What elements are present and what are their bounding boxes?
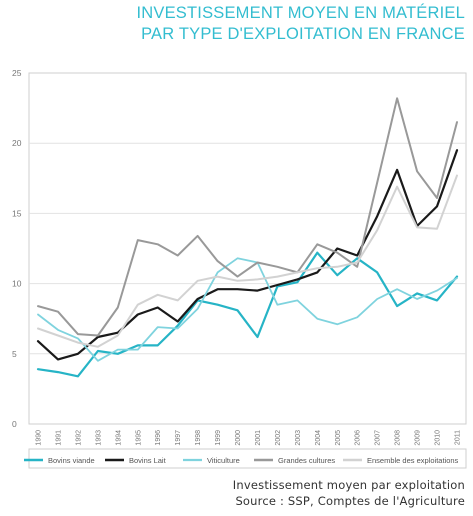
x-tick-label: 2011 [455, 430, 462, 445]
x-tick-label: 1996 [155, 430, 162, 446]
x-tick-label: 2006 [355, 430, 362, 446]
x-tick-label: 1994 [115, 430, 122, 446]
x-tick-label: 2004 [315, 430, 322, 446]
x-tick-label: 2002 [275, 430, 282, 446]
x-tick-label: 1995 [135, 430, 142, 446]
legend-label: Bovins Lait [129, 456, 167, 465]
legend-label: Ensemble des exploitations [367, 456, 459, 465]
x-tick-label: 1992 [75, 430, 82, 446]
legend-label: Bovins viande [48, 456, 95, 465]
x-tick-label: 2001 [255, 430, 262, 446]
source-note: Source : SSP, Comptes de l'Agriculture [235, 494, 465, 508]
y-tick-label: 20 [12, 138, 22, 148]
x-tick-label: 1997 [175, 430, 182, 446]
series-line-ensemble-des-exploitations [37, 174, 458, 348]
legend-label: Grandes cultures [278, 456, 335, 465]
x-tick-label: 1999 [215, 430, 222, 446]
y-tick-label: 15 [12, 208, 22, 218]
series-line-bovins-viande [36, 251, 459, 378]
x-tick-label: 1998 [195, 430, 202, 446]
chart-title-line-2: PAR TYPE D'EXPLOITATION EN FRANCE [141, 25, 465, 43]
x-tick-label: 1990 [36, 430, 43, 446]
y-tick-label: 10 [12, 279, 22, 289]
series-line-bovins-lait [36, 149, 459, 361]
x-tick-label: 2003 [295, 430, 302, 446]
x-tick-label: 2000 [235, 430, 242, 446]
x-tick-label: 1993 [95, 430, 102, 446]
series-line-grandes-cultures [37, 97, 458, 337]
legend-box [28, 448, 467, 469]
x-tick-label: 2008 [395, 430, 402, 446]
y-tick-label: 5 [12, 349, 17, 359]
series-line-viticulture [37, 257, 458, 362]
y-tick-label: 0 [12, 419, 17, 429]
x-tick-label: 1991 [55, 430, 62, 446]
legend-label: Viticulture [207, 456, 240, 465]
y-tick-label: 25 [12, 68, 22, 78]
chart-title-line-1: INVESTISSEMENT MOYEN EN MATÉRIEL [136, 4, 465, 22]
chart-caption: Investissement moyen par exploitation [232, 478, 465, 492]
x-tick-label: 2010 [435, 430, 442, 446]
x-tick-label: 2005 [335, 430, 342, 446]
x-tick-label: 2009 [415, 430, 422, 446]
x-tick-label: 2007 [375, 430, 382, 446]
plot-frame [28, 72, 467, 425]
